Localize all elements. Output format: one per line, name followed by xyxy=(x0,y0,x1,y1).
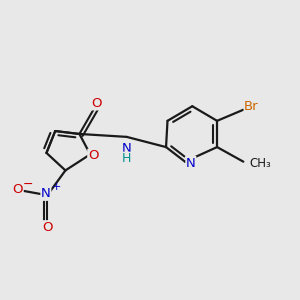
Text: −: − xyxy=(23,178,34,191)
Text: O: O xyxy=(42,221,52,234)
Text: O: O xyxy=(88,149,98,162)
Text: N: N xyxy=(122,142,131,155)
Text: Br: Br xyxy=(244,100,259,113)
Text: +: + xyxy=(51,182,61,192)
Text: H: H xyxy=(122,152,131,165)
Text: O: O xyxy=(91,97,101,110)
Text: N: N xyxy=(41,187,51,200)
Text: N: N xyxy=(186,157,196,169)
Text: CH₃: CH₃ xyxy=(250,157,272,169)
Text: O: O xyxy=(13,184,23,196)
